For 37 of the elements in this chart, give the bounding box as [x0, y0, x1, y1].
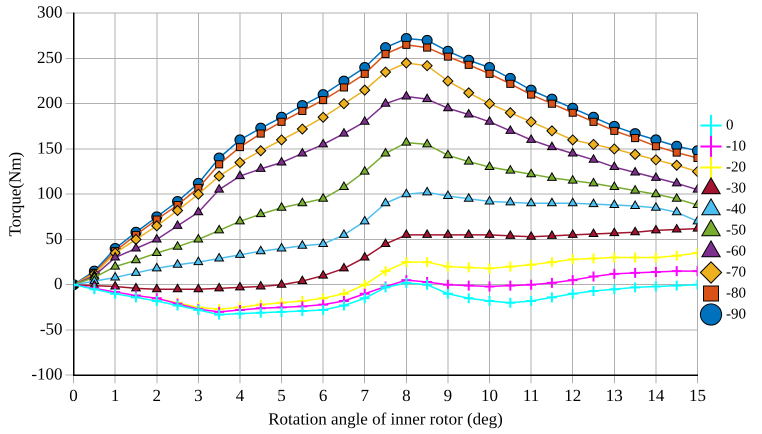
x-tick-label: 7: [360, 386, 370, 405]
x-tick-label: 10: [481, 386, 498, 405]
x-tick-label: 14: [647, 386, 665, 405]
x-tick-label: 11: [522, 386, 540, 405]
x-tick-label: 2: [152, 386, 162, 405]
legend-label: -60: [726, 243, 746, 260]
x-axis-title: Rotation angle of inner rotor (deg): [268, 409, 503, 428]
x-tick-label: 6: [318, 386, 328, 405]
x-tick-label: 5: [277, 386, 286, 405]
x-tick-label: 9: [444, 386, 452, 405]
x-tick-label: 12: [564, 386, 582, 405]
y-tick-label: 0: [54, 274, 63, 294]
x-tick-label: 8: [402, 386, 411, 405]
legend-label: -20: [726, 159, 746, 176]
x-tick-label: 13: [606, 386, 623, 405]
legend-label: -70: [726, 264, 746, 280]
y-tick-label: 200: [37, 93, 63, 112]
y-tick-label: -50: [40, 319, 63, 338]
x-tick-label: 1: [110, 386, 120, 405]
legend-label: -90: [726, 306, 746, 322]
legend-label: -50: [726, 222, 746, 238]
y-tick-label: 300: [37, 2, 63, 22]
legend-label: -80: [726, 285, 746, 302]
legend-label: -30: [726, 180, 746, 196]
y-tick-label: 150: [37, 138, 63, 158]
x-tick-label: 4: [236, 386, 245, 405]
y-tick-label: -100: [31, 364, 63, 384]
x-tick-label: 3: [194, 386, 203, 405]
legend-label: 0: [726, 117, 734, 134]
y-tick-label: 100: [37, 184, 63, 203]
y-tick-label: 250: [37, 48, 63, 67]
legend-label: -40: [726, 201, 746, 218]
x-tick-label: 0: [69, 386, 78, 405]
legend-label: -10: [726, 138, 746, 154]
y-tick-label: 50: [46, 228, 63, 248]
x-tick-label: 15: [689, 386, 706, 405]
y-axis-title: Torque(Nm): [6, 152, 25, 237]
